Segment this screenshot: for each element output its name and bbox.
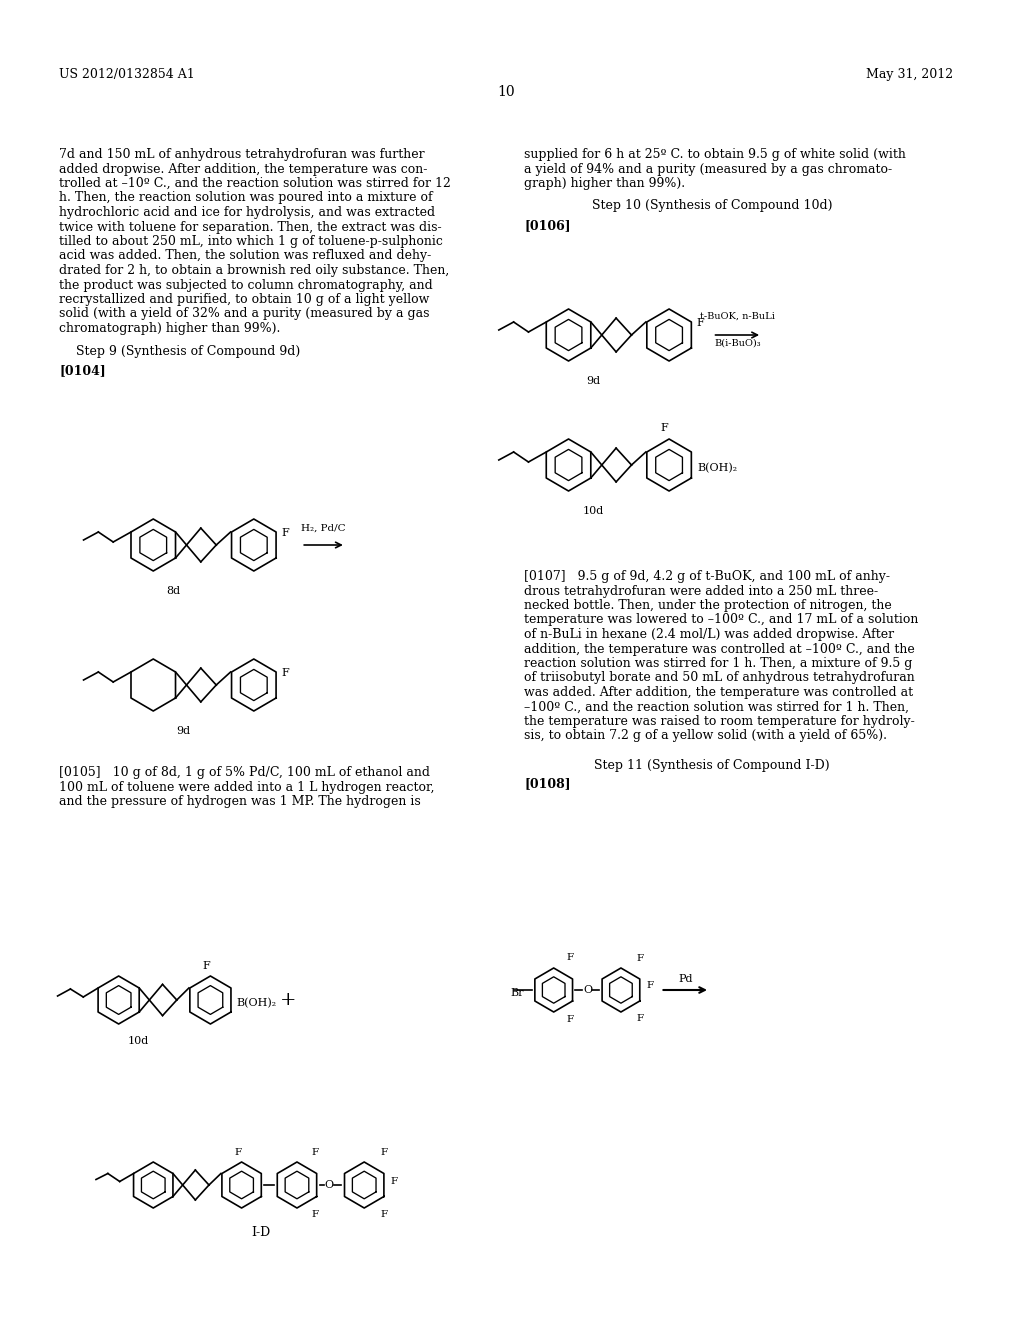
- Text: graph) higher than 99%).: graph) higher than 99%).: [524, 177, 685, 190]
- Text: +: +: [281, 991, 297, 1008]
- Text: [0104]: [0104]: [59, 364, 106, 378]
- Text: t-BuOK, n-BuLi: t-BuOK, n-BuLi: [699, 312, 775, 321]
- Text: F: F: [660, 422, 668, 433]
- Text: B(OH)₂: B(OH)₂: [697, 463, 738, 473]
- Text: F: F: [234, 1148, 242, 1158]
- Text: F: F: [311, 1148, 318, 1158]
- Text: 10d: 10d: [583, 506, 604, 516]
- Text: 10: 10: [498, 84, 515, 99]
- Text: F: F: [567, 953, 574, 962]
- Text: 9d: 9d: [586, 376, 600, 385]
- Text: the product was subjected to column chromatography, and: the product was subjected to column chro…: [59, 279, 433, 292]
- Text: O: O: [325, 1180, 334, 1191]
- Text: F: F: [282, 668, 289, 678]
- Text: 7d and 150 mL of anhydrous tetrahydrofuran was further: 7d and 150 mL of anhydrous tetrahydrofur…: [59, 148, 425, 161]
- Text: the temperature was raised to room temperature for hydroly-: the temperature was raised to room tempe…: [524, 715, 914, 729]
- Text: supplied for 6 h at 25º C. to obtain 9.5 g of white solid (with: supplied for 6 h at 25º C. to obtain 9.5…: [524, 148, 906, 161]
- Text: 10d: 10d: [128, 1036, 150, 1045]
- Text: 9d: 9d: [176, 726, 190, 737]
- Text: Step 9 (Synthesis of Compound 9d): Step 9 (Synthesis of Compound 9d): [76, 345, 300, 358]
- Text: drated for 2 h, to obtain a brownish red oily substance. Then,: drated for 2 h, to obtain a brownish red…: [59, 264, 450, 277]
- Text: I-D: I-D: [252, 1226, 271, 1239]
- Text: added dropwise. After addition, the temperature was con-: added dropwise. After addition, the temp…: [59, 162, 428, 176]
- Text: F: F: [203, 961, 210, 972]
- Text: F: F: [636, 1014, 643, 1023]
- Text: F: F: [636, 954, 643, 964]
- Text: 100 mL of toluene were added into a 1 L hydrogen reactor,: 100 mL of toluene were added into a 1 L …: [59, 780, 435, 793]
- Text: chromatograph) higher than 99%).: chromatograph) higher than 99%).: [59, 322, 281, 335]
- Text: [0107]   9.5 g of 9d, 4.2 g of t-BuOK, and 100 mL of anhy-: [0107] 9.5 g of 9d, 4.2 g of t-BuOK, and…: [524, 570, 890, 583]
- Text: was added. After addition, the temperature was controlled at: was added. After addition, the temperatu…: [524, 686, 913, 700]
- Text: Step 10 (Synthesis of Compound 10d): Step 10 (Synthesis of Compound 10d): [592, 199, 833, 213]
- Text: 8d: 8d: [166, 586, 180, 597]
- Text: reaction solution was stirred for 1 h. Then, a mixture of 9.5 g: reaction solution was stirred for 1 h. T…: [524, 657, 912, 671]
- Text: tilled to about 250 mL, into which 1 g of toluene-p-sulphonic: tilled to about 250 mL, into which 1 g o…: [59, 235, 443, 248]
- Text: necked bottle. Then, under the protection of nitrogen, the: necked bottle. Then, under the protectio…: [524, 599, 892, 612]
- Text: Br: Br: [510, 987, 523, 998]
- Text: trolled at –10º C., and the reaction solution was stirred for 12: trolled at –10º C., and the reaction sol…: [59, 177, 452, 190]
- Text: of n-BuLi in hexane (2.4 mol/L) was added dropwise. After: of n-BuLi in hexane (2.4 mol/L) was adde…: [524, 628, 894, 642]
- Text: hydrochloric acid and ice for hydrolysis, and was extracted: hydrochloric acid and ice for hydrolysis…: [59, 206, 435, 219]
- Text: temperature was lowered to –100º C., and 17 mL of a solution: temperature was lowered to –100º C., and…: [524, 614, 919, 627]
- Text: F: F: [311, 1210, 318, 1218]
- Text: Step 11 (Synthesis of Compound I-D): Step 11 (Synthesis of Compound I-D): [594, 759, 829, 772]
- Text: sis, to obtain 7.2 g of a yellow solid (with a yield of 65%).: sis, to obtain 7.2 g of a yellow solid (…: [524, 730, 887, 742]
- Text: and the pressure of hydrogen was 1 MP. The hydrogen is: and the pressure of hydrogen was 1 MP. T…: [59, 795, 421, 808]
- Text: solid (with a yield of 32% and a purity (measured by a gas: solid (with a yield of 32% and a purity …: [59, 308, 430, 321]
- Text: of triisobutyl borate and 50 mL of anhydrous tetrahydrofuran: of triisobutyl borate and 50 mL of anhyd…: [524, 672, 914, 685]
- Text: [0108]: [0108]: [524, 777, 570, 789]
- Text: addition, the temperature was controlled at –100º C., and the: addition, the temperature was controlled…: [524, 643, 914, 656]
- Text: F: F: [381, 1148, 387, 1158]
- Text: B(OH)₂: B(OH)₂: [237, 998, 276, 1008]
- Text: a yield of 94% and a purity (measured by a gas chromato-: a yield of 94% and a purity (measured by…: [524, 162, 892, 176]
- Text: –100º C., and the reaction solution was stirred for 1 h. Then,: –100º C., and the reaction solution was …: [524, 701, 909, 714]
- Text: drous tetrahydrofuran were added into a 250 mL three-: drous tetrahydrofuran were added into a …: [524, 585, 879, 598]
- Text: F: F: [391, 1176, 398, 1185]
- Text: F: F: [282, 528, 289, 539]
- Text: F: F: [381, 1210, 387, 1218]
- Text: h. Then, the reaction solution was poured into a mixture of: h. Then, the reaction solution was poure…: [59, 191, 433, 205]
- Text: F: F: [696, 318, 705, 327]
- Text: May 31, 2012: May 31, 2012: [866, 69, 953, 81]
- Text: twice with toluene for separation. Then, the extract was dis-: twice with toluene for separation. Then,…: [59, 220, 442, 234]
- Text: acid was added. Then, the solution was refluxed and dehy-: acid was added. Then, the solution was r…: [59, 249, 431, 263]
- Text: O: O: [584, 985, 593, 995]
- Text: F: F: [646, 981, 653, 990]
- Text: F: F: [567, 1015, 574, 1024]
- Text: [0105]   10 g of 8d, 1 g of 5% Pd/C, 100 mL of ethanol and: [0105] 10 g of 8d, 1 g of 5% Pd/C, 100 m…: [59, 766, 430, 779]
- Text: [0106]: [0106]: [524, 219, 570, 232]
- Text: H₂, Pd/C: H₂, Pd/C: [301, 524, 346, 533]
- Text: Pd: Pd: [678, 974, 692, 983]
- Text: recrystallized and purified, to obtain 10 g of a light yellow: recrystallized and purified, to obtain 1…: [59, 293, 430, 306]
- Text: US 2012/0132854 A1: US 2012/0132854 A1: [59, 69, 196, 81]
- Text: B(i-BuO)₃: B(i-BuO)₃: [714, 339, 761, 348]
